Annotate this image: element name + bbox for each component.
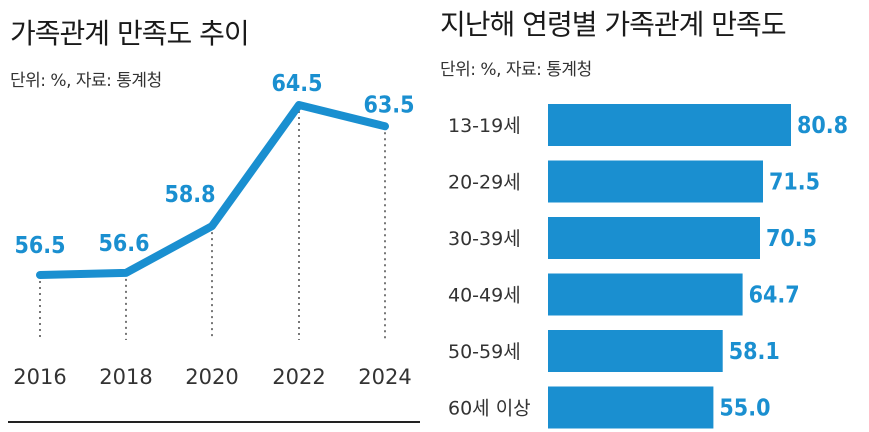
bar: [548, 273, 743, 316]
value-label: 70.5: [766, 226, 817, 252]
category-label: 50-59세: [448, 341, 521, 363]
category-label: 40-49세: [448, 285, 521, 307]
data-label: 58.8: [164, 182, 215, 208]
bar: [548, 160, 763, 203]
value-label: 64.7: [749, 283, 800, 309]
data-label: 56.5: [14, 233, 65, 259]
value-label: 80.8: [797, 113, 848, 139]
value-label: 71.5: [769, 170, 820, 196]
category-label: 13-19세: [448, 115, 521, 137]
bar-chart-subtitle: 단위: %, 자료: 통계청: [440, 60, 592, 80]
x-tick-label: 2024: [358, 365, 411, 389]
bar: [548, 386, 714, 429]
category-label: 20-29세: [448, 172, 521, 194]
bar-chart-title: 지난해 연령별 가족관계 만족도: [440, 8, 787, 41]
data-label: 64.5: [271, 71, 322, 97]
data-label: 56.6: [98, 231, 149, 257]
line-chart: 56.5 56.6 58.8 64.5 63.5 2016 2018 2020 2022 2024: [8, 71, 420, 423]
x-tick-label: 2016: [13, 365, 66, 389]
data-label: 63.5: [363, 92, 414, 118]
value-label: 55.0: [719, 396, 770, 422]
line-chart-subtitle: 단위: %, 자료: 통계청: [10, 71, 162, 91]
category-label: 60세 이상: [448, 398, 531, 420]
bar: [548, 330, 723, 372]
bar: [548, 217, 760, 259]
bar: [548, 104, 791, 146]
category-label: 30-39세: [448, 228, 521, 250]
series-line: [36, 101, 389, 279]
x-tick-label: 2020: [185, 365, 238, 389]
value-label: 58.1: [729, 339, 780, 365]
line-chart-title: 가족관계 만족도 추이: [10, 17, 250, 50]
x-tick-label: 2018: [99, 365, 152, 389]
x-tick-label: 2022: [272, 365, 325, 389]
